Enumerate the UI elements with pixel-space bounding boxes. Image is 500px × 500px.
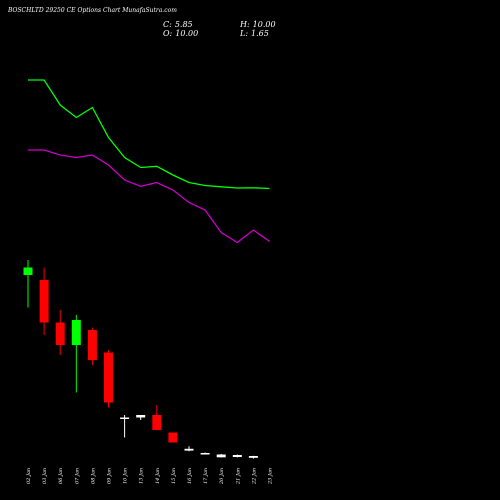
x-tick-label: 15 Jan <box>171 468 177 484</box>
ma-short-line <box>28 79 270 190</box>
candle-06-jan <box>55 310 65 355</box>
x-tick-label: 23 Jan <box>268 468 274 485</box>
x-tick-label: 02 Jan <box>26 468 32 484</box>
candle-07-jan <box>71 315 81 393</box>
chart-title: BOSCHLTD 29250 CE Options Chart MunafaSu… <box>8 7 177 14</box>
candle-body <box>55 322 65 345</box>
high-label: H: <box>240 20 250 29</box>
x-tick-label: 09 Jan <box>107 468 113 484</box>
candle-03-jan <box>39 267 49 335</box>
candle-02-jan <box>23 260 33 308</box>
close-readout: C: 5.85 <box>163 20 193 29</box>
candle-14-jan <box>152 405 162 430</box>
high-readout: H: 10.00 <box>240 20 276 29</box>
candle-10-jan <box>120 415 130 438</box>
low-readout: L: 1.65 <box>240 29 269 38</box>
candle-body <box>136 415 146 418</box>
x-tick-label: 16 Jan <box>187 468 193 484</box>
close-label: C: <box>163 20 172 29</box>
candle-body <box>87 330 97 360</box>
low-value: 1.65 <box>251 29 269 38</box>
candle-21-jan <box>232 454 242 458</box>
candle-16-jan <box>184 446 194 452</box>
candle-body <box>23 267 33 275</box>
low-label: L: <box>240 29 249 38</box>
x-axis-labels: 02 Jan 03 Jan 06 Jan 07 Jan 08 Jan 09 Jan 10 J… <box>26 468 274 485</box>
candle-22-jan <box>248 455 258 459</box>
x-tick-label: 20 Jan <box>219 468 225 485</box>
open-readout: O: 10.00 <box>163 29 198 38</box>
candle-body <box>216 454 226 458</box>
candle-body <box>104 352 113 403</box>
candle-body <box>152 415 162 430</box>
candle-13-jan <box>136 415 146 420</box>
x-tick-label: 14 Jan <box>155 468 161 484</box>
candle-body <box>200 453 210 455</box>
candle-17-jan <box>200 452 210 455</box>
x-tick-label: 17 Jan <box>203 468 209 484</box>
candle-20-jan <box>216 454 226 458</box>
x-tick-label: 07 Jan <box>74 468 80 484</box>
candle-body <box>248 456 258 458</box>
x-tick-label: 22 Jan <box>251 468 257 485</box>
candle-08-jan <box>87 327 97 365</box>
candle-body <box>71 320 81 345</box>
candle-09-jan <box>104 350 113 408</box>
candles-layer <box>23 260 258 459</box>
x-tick-label: 21 Jan <box>235 468 241 485</box>
open-label: O: <box>163 29 173 38</box>
ma-long-line <box>28 149 270 244</box>
x-tick-label: 08 Jan <box>90 468 96 484</box>
candle-body <box>184 448 194 451</box>
candle-15-jan <box>168 432 178 443</box>
x-tick-label: 03 Jan <box>42 468 48 484</box>
moving-average-layer <box>28 79 270 244</box>
x-tick-label: 10 Jan <box>123 468 129 484</box>
candle-body <box>232 455 242 457</box>
x-tick-label: 13 Jan <box>139 468 145 484</box>
candle-body <box>120 417 130 419</box>
open-value: 10.00 <box>175 29 199 38</box>
candle-body <box>168 432 178 443</box>
close-value: 5.85 <box>174 20 193 29</box>
x-tick-label: 06 Jan <box>58 468 64 484</box>
candle-body <box>39 280 49 323</box>
high-value: 10.00 <box>252 20 276 29</box>
